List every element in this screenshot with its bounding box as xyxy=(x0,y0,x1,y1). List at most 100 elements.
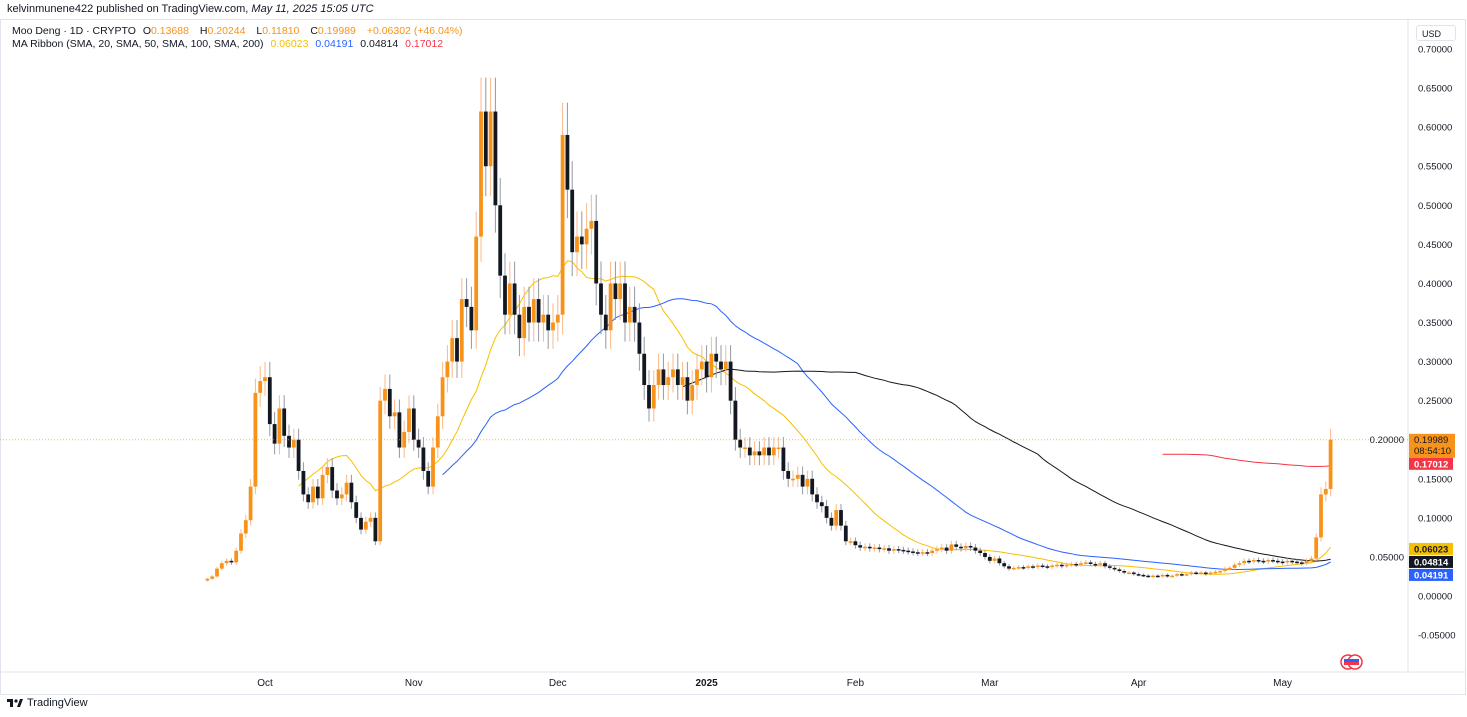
candle-body xyxy=(656,369,661,386)
candle-body xyxy=(1079,563,1083,565)
candle-body xyxy=(920,552,925,554)
candle-body xyxy=(930,550,935,554)
candle-body xyxy=(699,361,704,370)
candle-body xyxy=(263,377,267,382)
candle-body xyxy=(1055,564,1059,567)
candle-body xyxy=(1170,575,1175,578)
candle-body xyxy=(440,377,445,417)
candle-body xyxy=(791,478,795,481)
close-label: C xyxy=(310,25,318,37)
publish-text: published on TradingView.com, xyxy=(96,3,249,15)
candle-body xyxy=(810,478,815,495)
candle-body xyxy=(1127,572,1131,575)
open-label: O xyxy=(142,25,151,37)
candle-body xyxy=(839,510,843,526)
candle-body xyxy=(867,546,872,549)
price-tick-label: 0.65000 xyxy=(1418,84,1452,95)
ma-price-label: 0.17012 xyxy=(1414,459,1448,470)
candle-body xyxy=(637,322,642,354)
candle-body xyxy=(1290,560,1295,563)
candle-body xyxy=(1280,561,1285,564)
publish-info: kelvinmunene422 published on TradingView… xyxy=(7,3,374,15)
change-value: +0.06302 (+46.04%) xyxy=(366,25,463,37)
candle-body xyxy=(1237,563,1242,565)
candle-body xyxy=(1199,572,1203,575)
chart-legend: Moo Deng · 1D · CRYPTO O0.13688 H0.20244… xyxy=(12,25,467,51)
candle-body xyxy=(1083,562,1088,564)
events-flag-icon[interactable] xyxy=(1340,654,1363,670)
symbol-title[interactable]: Moo Deng · 1D · CRYPTO xyxy=(12,25,136,37)
candle-body xyxy=(392,412,397,417)
candle-body xyxy=(1141,574,1146,577)
candle-body xyxy=(359,517,363,530)
tradingview-logo[interactable]: TradingView xyxy=(7,697,88,709)
candle-body xyxy=(1189,572,1194,575)
candle-body xyxy=(1026,566,1031,568)
candle-body xyxy=(978,550,983,554)
candle-body xyxy=(1040,565,1045,568)
candle-body xyxy=(680,377,685,386)
time-tick-label: 2025 xyxy=(695,678,718,689)
candle-body xyxy=(805,478,810,487)
candle-body xyxy=(1256,560,1261,562)
candle-body xyxy=(1002,563,1007,567)
candle-body xyxy=(407,408,411,432)
candle-body xyxy=(306,494,311,503)
candle-body xyxy=(887,548,891,551)
price-tick-label: 0.50000 xyxy=(1418,201,1452,212)
candle-body xyxy=(320,474,325,499)
candle-body xyxy=(1074,563,1079,566)
candle-body xyxy=(363,521,368,530)
indicator-title[interactable]: MA Ribbon (SMA, 20, SMA, 50, SMA, 100, S… xyxy=(12,38,264,50)
candle-body xyxy=(531,299,536,323)
price-tick-label: 0.25000 xyxy=(1418,396,1452,407)
candle-body xyxy=(205,578,210,581)
candle-body xyxy=(234,550,239,563)
candle-body xyxy=(651,385,656,409)
candle-body xyxy=(272,424,277,444)
candle-body xyxy=(1218,570,1223,573)
price-tick-label: -0.05000 xyxy=(1418,631,1456,642)
low-label: L xyxy=(256,25,263,37)
candle-body xyxy=(1275,560,1280,563)
candle-body xyxy=(1016,567,1021,569)
candle-body xyxy=(834,510,839,526)
candle-body xyxy=(287,435,291,448)
currency-button[interactable]: USD xyxy=(1416,25,1456,41)
candle-body xyxy=(1093,563,1098,566)
candle-body xyxy=(459,299,464,362)
price-tick-label: 0.70000 xyxy=(1418,45,1452,56)
candle-body xyxy=(527,306,531,323)
candle-body xyxy=(695,369,699,386)
candle-body xyxy=(1103,563,1107,567)
candle-body xyxy=(1122,570,1127,573)
candle-body xyxy=(738,439,743,448)
candle-body xyxy=(872,547,877,550)
candle-body xyxy=(1242,560,1247,564)
candle-body xyxy=(1050,565,1055,568)
candle-body xyxy=(378,400,383,542)
candle-body xyxy=(243,520,248,534)
candle-body xyxy=(555,314,560,323)
candle-body xyxy=(987,556,992,561)
candle-body xyxy=(1165,574,1170,577)
candle-body xyxy=(469,306,474,331)
candle-body xyxy=(368,517,373,522)
publisher-name: kelvinmunene422 xyxy=(7,3,94,15)
candle-body xyxy=(315,486,320,499)
sma20-value: 0.06023 xyxy=(270,38,309,50)
price-tick-label: 0.45000 xyxy=(1418,240,1452,251)
candle-body xyxy=(267,377,272,425)
candle-body xyxy=(963,545,968,549)
candle-body xyxy=(493,111,498,206)
candle-body xyxy=(647,385,651,409)
candle-body xyxy=(824,506,829,518)
candle-body xyxy=(776,447,781,450)
candle-body xyxy=(483,111,488,167)
candle-body xyxy=(954,544,959,547)
candle-body xyxy=(599,283,603,315)
candle-body xyxy=(642,353,647,386)
symbol-legend: Moo Deng · 1D · CRYPTO O0.13688 H0.20244… xyxy=(12,25,467,38)
candle-body xyxy=(296,439,301,471)
